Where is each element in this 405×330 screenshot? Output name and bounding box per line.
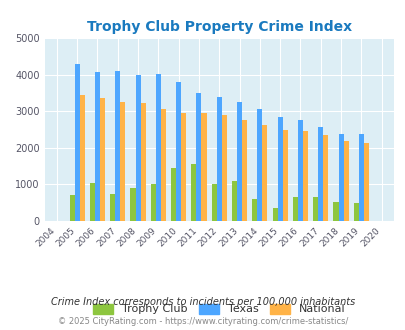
Bar bbox=[363, 143, 368, 221]
Bar bbox=[312, 197, 318, 221]
Bar bbox=[221, 115, 226, 221]
Bar bbox=[282, 130, 287, 221]
Bar bbox=[75, 64, 79, 221]
Bar bbox=[297, 120, 302, 221]
Bar bbox=[156, 74, 160, 221]
Bar bbox=[135, 75, 140, 221]
Legend: Trophy Club, Texas, National: Trophy Club, Texas, National bbox=[93, 304, 344, 314]
Title: Trophy Club Property Crime Index: Trophy Club Property Crime Index bbox=[86, 20, 351, 34]
Text: © 2025 CityRating.com - https://www.cityrating.com/crime-statistics/: © 2025 CityRating.com - https://www.city… bbox=[58, 317, 347, 326]
Bar bbox=[241, 120, 247, 221]
Bar bbox=[95, 72, 100, 221]
Bar bbox=[343, 141, 348, 221]
Bar bbox=[237, 102, 241, 221]
Bar bbox=[100, 98, 105, 221]
Bar bbox=[272, 208, 277, 221]
Bar bbox=[191, 164, 196, 221]
Bar bbox=[69, 195, 75, 221]
Bar bbox=[110, 194, 115, 221]
Bar bbox=[231, 181, 237, 221]
Bar bbox=[302, 131, 307, 221]
Bar bbox=[318, 127, 322, 221]
Bar bbox=[257, 109, 262, 221]
Bar bbox=[322, 135, 328, 221]
Bar bbox=[292, 197, 297, 221]
Bar bbox=[120, 102, 125, 221]
Bar bbox=[171, 168, 176, 221]
Bar bbox=[216, 97, 221, 221]
Bar bbox=[90, 182, 95, 221]
Bar bbox=[196, 93, 201, 221]
Bar bbox=[211, 184, 216, 221]
Bar bbox=[79, 95, 85, 221]
Bar bbox=[333, 202, 338, 221]
Bar bbox=[176, 82, 181, 221]
Bar bbox=[115, 71, 120, 221]
Bar bbox=[338, 134, 343, 221]
Bar bbox=[181, 113, 186, 221]
Bar bbox=[277, 117, 282, 221]
Bar bbox=[201, 113, 206, 221]
Bar bbox=[358, 134, 363, 221]
Bar bbox=[353, 203, 358, 221]
Text: Crime Index corresponds to incidents per 100,000 inhabitants: Crime Index corresponds to incidents per… bbox=[51, 297, 354, 307]
Bar bbox=[160, 109, 166, 221]
Bar bbox=[150, 184, 156, 221]
Bar bbox=[130, 188, 135, 221]
Bar bbox=[262, 125, 267, 221]
Bar bbox=[252, 199, 257, 221]
Bar bbox=[140, 103, 145, 221]
